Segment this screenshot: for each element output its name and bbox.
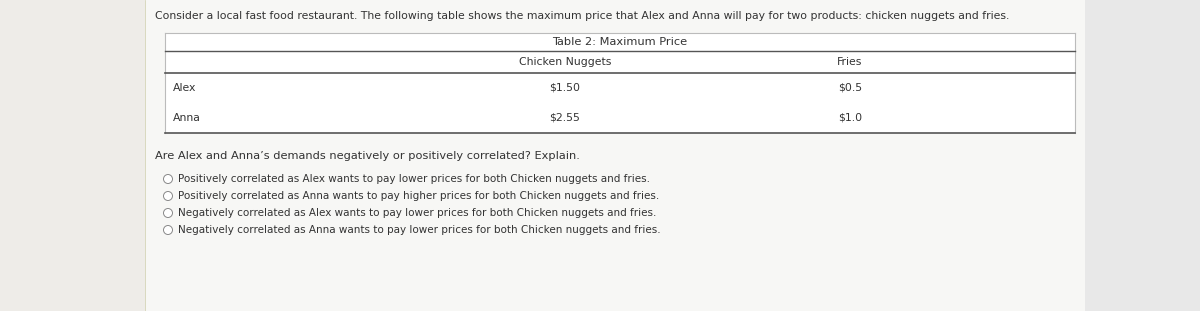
Bar [166, 33, 1075, 133]
Text: Negatively correlated as Anna wants to pay lower prices for both Chicken nuggets: Negatively correlated as Anna wants to p… [178, 225, 660, 235]
Bar [1085, 0, 1200, 311]
Bar [0, 0, 145, 311]
Text: Positively correlated as Anna wants to pay higher prices for both Chicken nugget: Positively correlated as Anna wants to p… [178, 191, 659, 201]
Text: Negatively correlated as Alex wants to pay lower prices for both Chicken nuggets: Negatively correlated as Alex wants to p… [178, 208, 656, 218]
Text: $2.55: $2.55 [550, 113, 581, 123]
Text: $1.50: $1.50 [550, 83, 581, 93]
Text: Fries: Fries [838, 57, 863, 67]
Text: Positively correlated as Alex wants to pay lower prices for both Chicken nuggets: Positively correlated as Alex wants to p… [178, 174, 649, 184]
Bar [145, 0, 1085, 311]
Text: $0.5: $0.5 [838, 83, 862, 93]
Text: Consider a local fast food restaurant. The following table shows the maximum pri: Consider a local fast food restaurant. T… [155, 11, 1009, 21]
Circle shape [163, 174, 173, 183]
Text: Alex: Alex [173, 83, 197, 93]
Circle shape [163, 208, 173, 217]
Text: Anna: Anna [173, 113, 200, 123]
Text: Table 2: Maximum Price: Table 2: Maximum Price [552, 37, 688, 47]
Text: Chicken Nuggets: Chicken Nuggets [518, 57, 611, 67]
Circle shape [163, 225, 173, 234]
Text: Are Alex and Anna’s demands negatively or positively correlated? Explain.: Are Alex and Anna’s demands negatively o… [155, 151, 580, 161]
Circle shape [163, 192, 173, 201]
Text: $1.0: $1.0 [838, 113, 862, 123]
